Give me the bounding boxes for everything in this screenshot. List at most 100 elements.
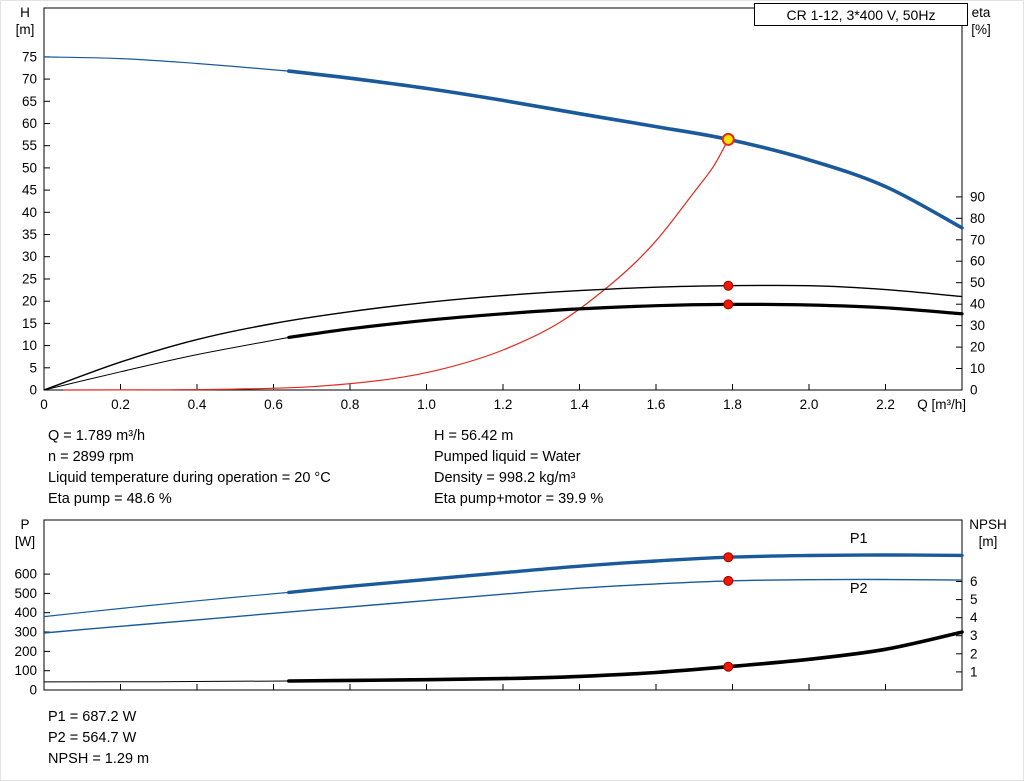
flow-value: Q = 1.789 m³/h [48,428,146,444]
svg-text:75: 75 [22,49,37,64]
head-curve-thin-segment [43,56,289,72]
eta-pump-motor-point [723,299,734,310]
svg-text:400: 400 [14,605,37,620]
qh-eta-plot-area[interactable] [43,7,963,391]
svg-text:5: 5 [29,360,37,375]
p2-curve [43,578,963,634]
eta-pump-motor-curve [287,302,964,339]
svg-text:0.6: 0.6 [264,397,283,412]
svg-text:300: 300 [14,625,37,640]
svg-text:200: 200 [14,644,37,659]
system-curve [63,139,729,391]
svg-text:6: 6 [970,574,978,589]
svg-text:2: 2 [970,646,978,661]
qh-eta-left-axis-title: [m] [16,22,35,37]
svg-text:40: 40 [22,205,37,220]
svg-text:0: 0 [40,397,48,412]
liquid-temperature-value: Liquid temperature during operation = 20… [48,470,331,486]
qh-eta-chart: 0 0.2 0.4 0.6 0.8 1.0 1.2 1.4 1.6 1.8 2.0 2.2 0 5 10 15… [16,5,991,412]
pumped-liquid-value: Pumped liquid = Water [434,449,581,465]
svg-text:45: 45 [22,183,37,198]
p2-point [723,575,734,586]
power-npsh-left-axis-title: P [20,517,29,532]
p2-value: P2 = 564.7 W [48,730,137,746]
qh-eta-x-axis-title: Q [m³/h] [917,397,966,412]
svg-text:20: 20 [970,340,985,355]
svg-text:1: 1 [970,664,978,679]
svg-text:65: 65 [22,94,37,109]
power-npsh-axis-ticks: 0 100 200 300 400 500 600 1 2 3 4 5 6 [14,567,978,698]
svg-text:0.8: 0.8 [341,397,360,412]
series-label-p1: P1 [850,531,868,547]
svg-text:70: 70 [970,232,985,247]
svg-text:0: 0 [29,683,37,698]
svg-text:500: 500 [14,586,37,601]
qh-eta-left-axis-title: H [20,5,30,20]
svg-text:10: 10 [22,338,37,353]
npsh-curve [287,630,964,683]
svg-text:0.4: 0.4 [188,397,207,412]
svg-text:60: 60 [970,254,985,269]
duty-point-details: Q = 1.789 m³/h n = 2899 rpm Liquid tempe… [48,426,603,510]
power-npsh-right-axis-title: [m] [979,534,998,549]
series-label-p2: P2 [850,581,868,597]
svg-text:3: 3 [970,628,978,643]
pump-title-box: CR 1-12, 3*400 V, 50Hz [754,3,968,26]
head-value: H = 56.42 m [434,428,514,444]
svg-text:50: 50 [970,275,985,290]
svg-text:4: 4 [970,610,978,625]
npsh-curve-thin-segment [43,680,289,683]
eta-pump-motor-curve-thin-segment [43,336,289,391]
svg-text:35: 35 [22,227,37,242]
svg-text:600: 600 [14,567,37,582]
duty-details-left-column: Q = 1.789 m³/h n = 2899 rpm Liquid tempe… [48,426,434,510]
power-npsh-plot-area[interactable] [43,519,963,691]
eta-pump-value: Eta pump = 48.6 % [48,491,172,507]
power-npsh-svg: 0 100 200 300 400 500 600 1 2 3 4 5 6 P [W] NPSH [m] P1 P2 [14,517,1007,698]
svg-text:25: 25 [22,272,37,287]
svg-text:80: 80 [970,211,985,226]
eta-pump-motor-value: Eta pump+motor = 39.9 % [434,491,604,507]
svg-text:50: 50 [22,160,37,175]
qh-eta-right-axis-title: eta [972,5,991,20]
pump-title: CR 1-12, 3*400 V, 50Hz [786,6,936,23]
p1-curve [287,553,964,595]
duty-details-right-column: H = 56.42 m Pumped liquid = Water Densit… [434,426,603,510]
qh-eta-right-axis-title: [%] [971,22,991,37]
npsh-point [723,661,734,672]
svg-text:15: 15 [22,316,37,331]
p1-value: P1 = 687.2 W [48,709,137,725]
power-npsh-left-axis-title: [W] [15,534,35,549]
svg-text:10: 10 [970,361,985,376]
svg-text:2.2: 2.2 [876,397,895,412]
svg-text:0.2: 0.2 [111,397,130,412]
npsh-value: NPSH = 1.29 m [48,751,150,767]
svg-text:70: 70 [22,72,37,87]
speed-value: n = 2899 rpm [48,449,134,465]
result-values: P1 = 687.2 W P2 = 564.7 W NPSH = 1.29 m [48,707,149,770]
duty-point-marker[interactable] [721,132,735,146]
svg-text:40: 40 [970,297,985,312]
svg-text:55: 55 [22,138,37,153]
eta-pump-curve [43,284,963,391]
power-npsh-chart: 0 100 200 300 400 500 600 1 2 3 4 5 6 P [W] NPSH [m] P1 P2 [0,512,1024,708]
power-npsh-right-axis-title: NPSH [969,517,1007,532]
svg-text:1.2: 1.2 [494,397,513,412]
svg-text:100: 100 [14,663,37,678]
p1-curve-thin-segment [43,591,289,618]
svg-text:30: 30 [22,249,37,264]
svg-text:0: 0 [970,383,978,398]
svg-text:1.4: 1.4 [570,397,589,412]
head-curve [287,69,964,230]
svg-text:60: 60 [22,116,37,131]
svg-text:1.6: 1.6 [647,397,666,412]
qh-eta-axis-ticks: 0 0.2 0.4 0.6 0.8 1.0 1.2 1.4 1.6 1.8 2.0 2.2 0 5 10 15… [22,49,985,412]
svg-text:1.0: 1.0 [417,397,436,412]
svg-text:0: 0 [29,383,37,398]
svg-text:5: 5 [970,592,978,607]
eta-pump-point [723,280,734,291]
svg-text:90: 90 [970,189,985,204]
density-value: Density = 998.2 kg/m³ [434,470,576,486]
p1-point [723,552,734,563]
